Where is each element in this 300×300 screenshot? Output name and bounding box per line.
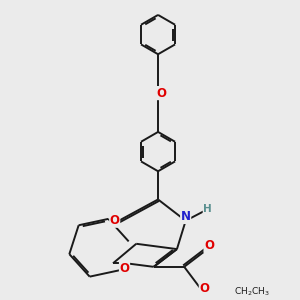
Text: O: O: [110, 214, 120, 227]
Text: N: N: [181, 210, 191, 224]
Text: $\mathregular{CH_2CH_3}$: $\mathregular{CH_2CH_3}$: [234, 285, 270, 298]
Text: O: O: [157, 87, 167, 100]
Text: H: H: [203, 203, 212, 214]
Text: O: O: [119, 262, 130, 275]
Text: O: O: [204, 239, 214, 252]
Text: O: O: [199, 282, 209, 295]
